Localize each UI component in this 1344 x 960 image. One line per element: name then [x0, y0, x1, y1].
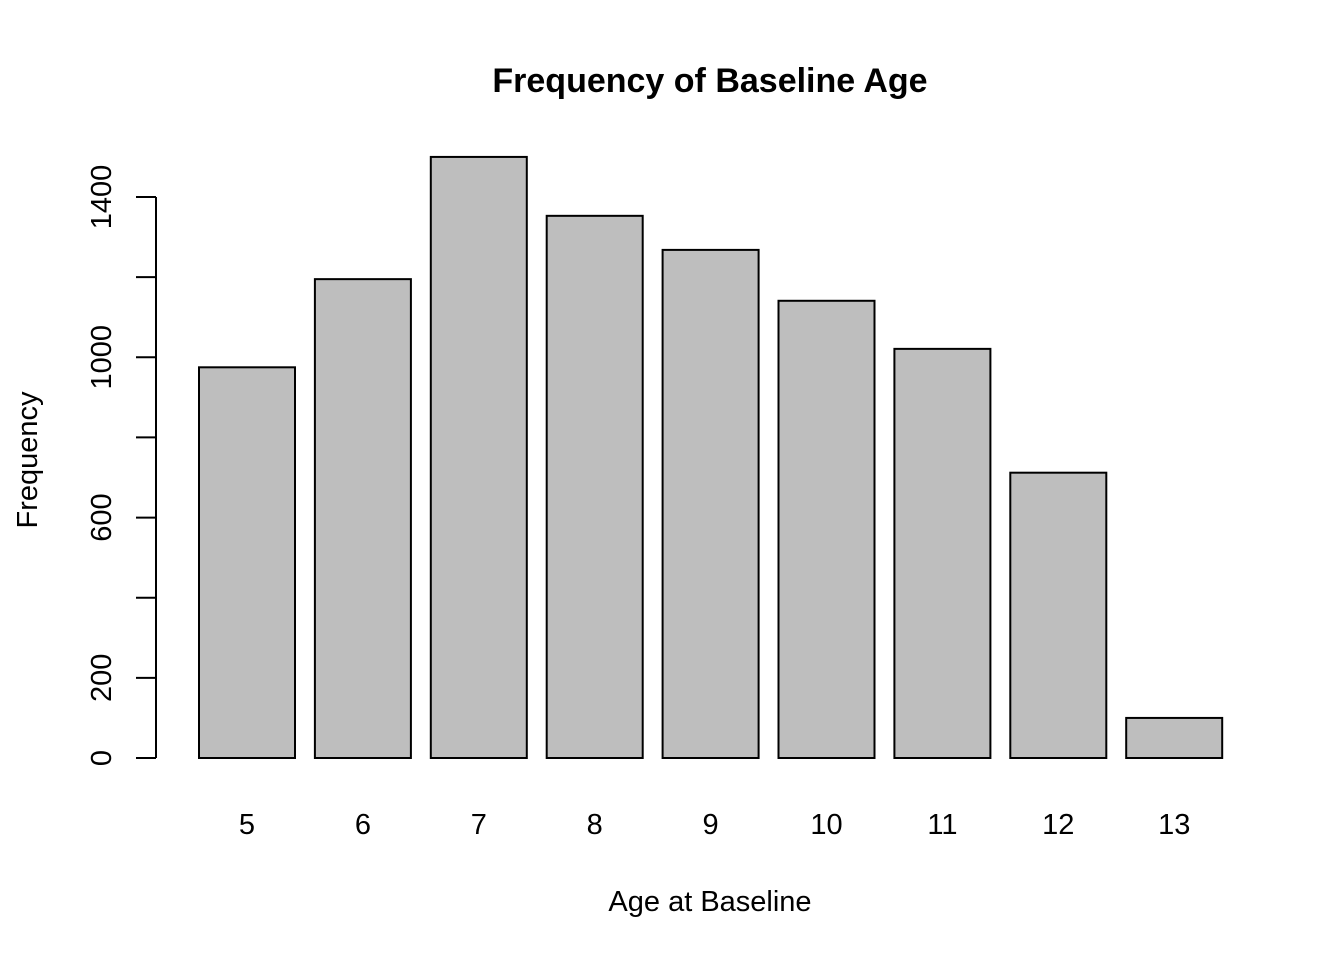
x-tick-label: 6 — [355, 809, 371, 841]
x-tick-label: 13 — [1158, 809, 1190, 841]
x-axis-label: Age at Baseline — [608, 886, 811, 918]
bar-age-8 — [545, 214, 644, 760]
x-tick-label: 12 — [1042, 809, 1074, 841]
x-tick-label: 8 — [587, 809, 603, 841]
bar-age-11 — [893, 347, 992, 759]
chart-title: Frequency of Baseline Age — [492, 62, 927, 100]
y-axis-ticks: 0 200 600 1000 1400 — [86, 165, 156, 766]
x-tick-label: 11 — [927, 809, 957, 841]
y-tick-label: 600 — [86, 493, 118, 541]
bar-age-12 — [1009, 471, 1108, 759]
bar-age-10 — [777, 299, 876, 759]
x-tick-label: 5 — [239, 809, 255, 841]
x-tick-label: 9 — [703, 809, 719, 841]
bar-age-9 — [661, 248, 760, 759]
y-tick-label: 200 — [86, 654, 118, 702]
x-tick-label: 10 — [810, 809, 842, 841]
bar-age-5 — [198, 366, 296, 759]
bar-age-7 — [429, 155, 528, 759]
bar-age-13 — [1125, 716, 1224, 760]
y-tick-label: 1400 — [86, 165, 118, 230]
bar-age-6 — [313, 278, 412, 759]
y-tick-label: 0 — [86, 750, 118, 766]
x-tick-label: 7 — [471, 809, 487, 841]
y-axis: 0 200 600 1000 1400 — [86, 165, 157, 766]
y-axis-label: Frequency — [12, 391, 44, 529]
x-axis-tick-labels: 5 6 7 8 9 10 11 12 13 — [239, 809, 1190, 841]
y-tick-label: 1000 — [86, 325, 118, 390]
bars — [198, 155, 1224, 760]
